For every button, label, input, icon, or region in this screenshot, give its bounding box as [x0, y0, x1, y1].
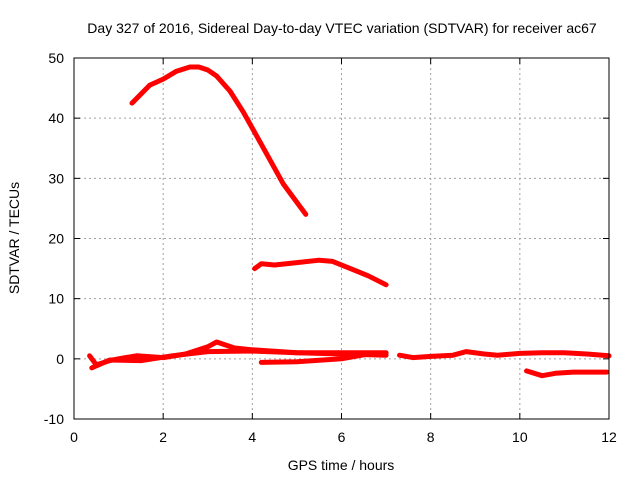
x-tick-label: 12 — [601, 429, 617, 445]
x-tick-label: 6 — [338, 429, 346, 445]
series-arc-low-5 — [524, 368, 610, 379]
y-axis-title: SDTVAR / TECUs — [6, 182, 22, 294]
series-layer — [87, 64, 612, 379]
grid — [74, 58, 609, 419]
series-arc-low-4 — [397, 349, 612, 361]
x-tick-label: 8 — [427, 429, 435, 445]
y-tick-label: 20 — [48, 231, 64, 247]
series-arc-high — [129, 64, 309, 217]
x-tick-label: 2 — [159, 429, 167, 445]
x-tick-label: 10 — [512, 429, 528, 445]
x-axis-title: GPS time / hours — [288, 457, 395, 473]
chart-title: Day 327 of 2016, Sidereal Day-to-day VTE… — [87, 20, 597, 36]
series-arc-low-3 — [258, 351, 371, 365]
series-arc-low-2 — [89, 348, 389, 371]
x-tick-label: 0 — [70, 429, 78, 445]
y-tick-label: 40 — [48, 110, 64, 126]
ticks: 0 2 4 6 8 10 12 -10 0 10 20 30 40 50 — [44, 50, 617, 445]
y-tick-label: 10 — [48, 291, 64, 307]
y-tick-label: 30 — [48, 170, 64, 186]
y-tick-label: -10 — [44, 411, 64, 427]
series-arc-mid — [252, 257, 389, 288]
y-tick-label: 0 — [56, 351, 64, 367]
y-tick-label: 50 — [48, 50, 64, 66]
x-tick-label: 4 — [248, 429, 256, 445]
